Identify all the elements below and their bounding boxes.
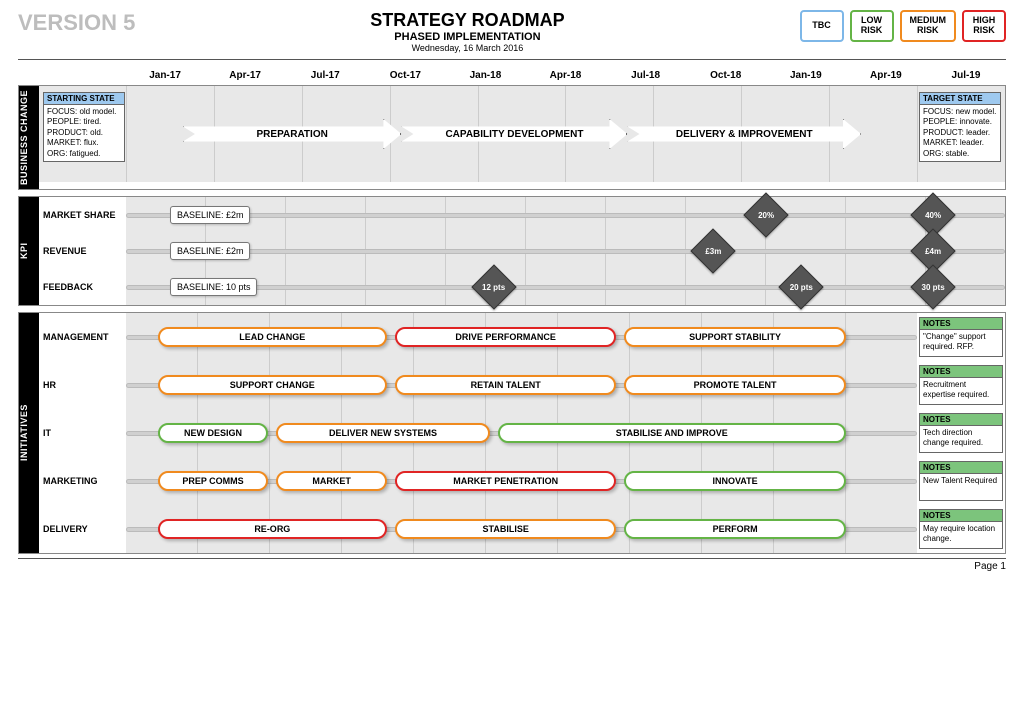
initiative-row: SUPPORT CHANGE RETAIN TALENT PROMOTE TALEN… (126, 361, 917, 409)
kpi-row: BASELINE: 10 pts 12 pts 20 pts 30 pts (126, 269, 1005, 305)
initiative-content: LEAD CHANGE DRIVE PERFORMANCE SUPPORT STAB… (126, 313, 917, 553)
phase-arrow: PREPARATION (183, 119, 402, 149)
phase-arrow: DELIVERY & IMPROVEMENT (627, 119, 861, 149)
legend-item: HIGH RISK (962, 10, 1006, 42)
target-state-body: FOCUS: new model.PEOPLE: innovate.PRODUC… (920, 105, 1000, 161)
timeline-month: Apr-17 (205, 70, 285, 81)
section-initiatives: INITIATIVES MANAGEMENTHRITMARKETINGDELIV… (18, 312, 1006, 554)
timeline-month: Jan-18 (445, 70, 525, 81)
kpi-row: BASELINE: £2m £3m £4m (126, 233, 1005, 269)
starting-state-box: STARTING STATE FOCUS: old model.PEOPLE: … (43, 92, 125, 162)
kpi-row-label: FEEDBACK (39, 269, 126, 305)
timeline-month: Oct-18 (686, 70, 766, 81)
initiative-bar: SUPPORT STABILITY (624, 327, 845, 347)
section-business-change: BUSINESS CHANGE STARTING STATE FOCUS: ol… (18, 85, 1006, 190)
version-label: VERSION 5 (18, 10, 135, 36)
kpi-baseline: BASELINE: £2m (170, 206, 251, 224)
kpi-marker: 30 pts (917, 271, 949, 303)
kpi-row-label: REVENUE (39, 233, 126, 269)
legend-item: MEDIUM RISK (900, 10, 957, 42)
initiative-row: PREP COMMS MARKET MARKET PENETRATION INNOVA… (126, 457, 917, 505)
kpi-marker: 20 pts (785, 271, 817, 303)
note-box: NOTES"Change" support required. RFP. (919, 317, 1003, 357)
initiative-bar: NEW DESIGN (158, 423, 269, 443)
title-block: STRATEGY ROADMAP PHASED IMPLEMENTATION W… (135, 10, 799, 53)
kpi-labels: MARKET SHAREREVENUEFEEDBACK (39, 197, 126, 305)
starting-state-title: STARTING STATE (44, 93, 124, 105)
notes-column: NOTES"Change" support required. RFP. NOTE… (917, 313, 1005, 553)
kpi-row: BASELINE: £2m 20% 40% (126, 197, 1005, 233)
initiative-row-label: DELIVERY (39, 505, 126, 553)
initiative-bar: STABILISE AND IMPROVE (498, 423, 846, 443)
initiative-labels: MANAGEMENTHRITMARKETINGDELIVERY (39, 313, 126, 553)
kpi-baseline: BASELINE: £2m (170, 242, 251, 260)
timeline-month: Jul-17 (285, 70, 365, 81)
timeline-header: Jan-17Apr-17Jul-17Oct-17Jan-18Apr-18Jul-… (125, 70, 1006, 81)
kpi-marker: 40% (917, 199, 949, 231)
kpi-row-label: MARKET SHARE (39, 197, 126, 233)
initiative-bar: SUPPORT CHANGE (158, 375, 387, 395)
initiative-bar: LEAD CHANGE (158, 327, 387, 347)
initiative-bar: MARKET PENETRATION (395, 471, 616, 491)
target-state-box: TARGET STATE FOCUS: new model.PEOPLE: in… (919, 92, 1001, 162)
kpi-marker: £4m (917, 235, 949, 267)
initiative-row-label: MANAGEMENT (39, 313, 126, 361)
tab-kpi: KPI (19, 197, 39, 305)
initiative-bar: PREP COMMS (158, 471, 269, 491)
starting-state-body: FOCUS: old model.PEOPLE: tired.PRODUCT: … (44, 105, 124, 161)
timeline-month: Apr-19 (846, 70, 926, 81)
initiative-bar: DELIVER NEW SYSTEMS (276, 423, 490, 443)
page-date: Wednesday, 16 March 2016 (135, 43, 799, 53)
page-number: Page 1 (974, 561, 1006, 572)
tab-business-change: BUSINESS CHANGE (19, 86, 39, 189)
kpi-marker: £3m (697, 235, 729, 267)
initiative-bar: PERFORM (624, 519, 845, 539)
header: VERSION 5 STRATEGY ROADMAP PHASED IMPLEM… (18, 10, 1006, 60)
timeline-month: Oct-17 (365, 70, 445, 81)
page-title: STRATEGY ROADMAP (135, 10, 799, 31)
timeline-month: Jul-19 (926, 70, 1006, 81)
kpi-baseline: BASELINE: 10 pts (170, 278, 258, 296)
initiative-bar: RETAIN TALENT (395, 375, 616, 395)
legend-item: LOW RISK (850, 10, 894, 42)
target-state-title: TARGET STATE (920, 93, 1000, 105)
initiative-bar: PROMOTE TALENT (624, 375, 845, 395)
kpi-content: BASELINE: £2m20%40%BASELINE: £2m£3m£4mBA… (126, 197, 1005, 305)
initiative-bar: DRIVE PERFORMANCE (395, 327, 616, 347)
body: BUSINESS CHANGE STARTING STATE FOCUS: ol… (18, 85, 1006, 554)
phase-arrow: CAPABILITY DEVELOPMENT (401, 119, 627, 149)
timeline-month: Jan-19 (766, 70, 846, 81)
page-subtitle: PHASED IMPLEMENTATION (135, 31, 799, 43)
initiative-bar: RE-ORG (158, 519, 387, 539)
note-box: NOTESTech direction change required. (919, 413, 1003, 453)
business-change-content: STARTING STATE FOCUS: old model.PEOPLE: … (39, 86, 1005, 182)
initiative-row: NEW DESIGN DELIVER NEW SYSTEMS STABILISE A… (126, 409, 917, 457)
initiative-bar: STABILISE (395, 519, 616, 539)
timeline-month: Jul-18 (606, 70, 686, 81)
initiative-bar: INNOVATE (624, 471, 845, 491)
initiative-bar: MARKET (276, 471, 387, 491)
initiative-row: LEAD CHANGE DRIVE PERFORMANCE SUPPORT STAB… (126, 313, 917, 361)
note-box: NOTESNew Talent Required (919, 461, 1003, 501)
footer: Page 1 (18, 558, 1006, 572)
legend: TBCLOW RISKMEDIUM RISKHIGH RISK (800, 10, 1007, 42)
note-box: NOTESRecruitment expertise required. (919, 365, 1003, 405)
kpi-marker: 20% (750, 199, 782, 231)
timeline-month: Apr-18 (525, 70, 605, 81)
section-kpi: KPI MARKET SHAREREVENUEFEEDBACK BASELINE… (18, 196, 1006, 306)
tab-initiatives: INITIATIVES (19, 313, 39, 553)
initiative-row-label: IT (39, 409, 126, 457)
note-box: NOTESMay require location change. (919, 509, 1003, 549)
timeline-month: Jan-17 (125, 70, 205, 81)
legend-item: TBC (800, 10, 844, 42)
kpi-marker: 12 pts (478, 271, 510, 303)
initiative-row-label: HR (39, 361, 126, 409)
initiative-row: RE-ORG STABILISE PERFORM (126, 505, 917, 553)
initiative-row-label: MARKETING (39, 457, 126, 505)
